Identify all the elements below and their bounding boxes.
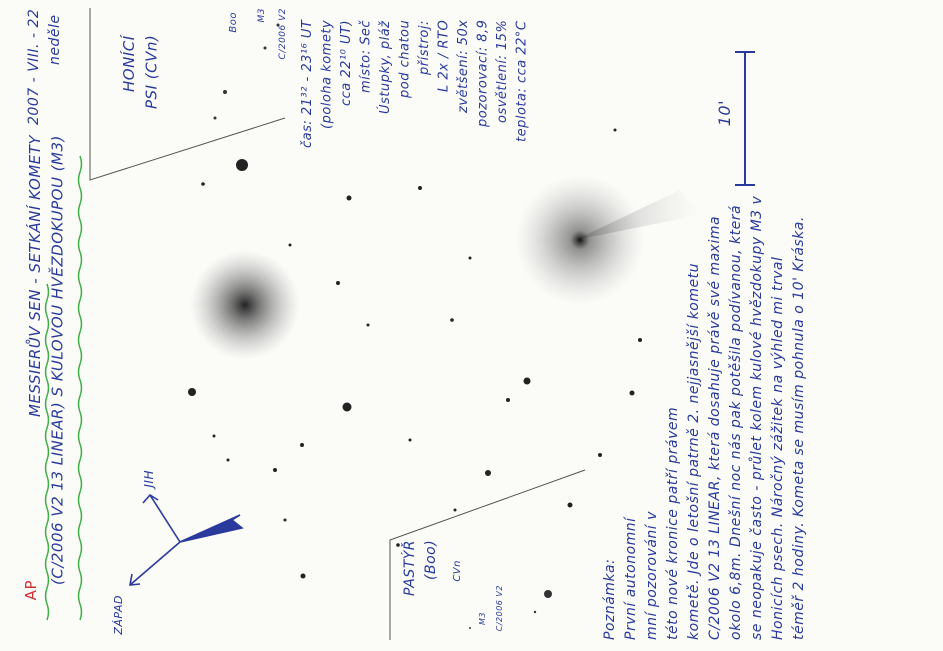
detail-line: cca 22¹⁰ UT)	[339, 20, 354, 107]
detail-line: teplota: cca 22°C	[514, 20, 530, 142]
comet-coma	[515, 175, 645, 305]
note-line: se neopakuje často - průlet kolem kulové…	[749, 195, 765, 640]
title-block: MESSIERŮV SEN - SETKÁNÍ KOMETY (C/2006 V…	[24, 135, 69, 615]
label: C/2006 V2	[495, 585, 504, 632]
detail-line: zvětšení: 50x	[456, 20, 471, 114]
field-stars	[188, 128, 642, 579]
detail-line: (poloha komety	[319, 20, 335, 130]
note-line: téměř 2 hodiny. Kometa se musím pohnula …	[791, 216, 807, 640]
detail-line: L 2x / RTO	[436, 20, 452, 93]
scale-bar	[735, 51, 755, 186]
detail-line: Ústupky, pláž	[378, 20, 393, 114]
note-line: této nové kronice patří právem	[665, 406, 681, 640]
label: M3	[257, 8, 267, 23]
constellation: HONÍCÍ	[120, 35, 138, 92]
note-line: C/2006 V2 13 LINEAR, která dosahuje práv…	[707, 215, 723, 640]
note-line: První autonomní	[623, 517, 639, 640]
detail-line: pod chatou	[397, 20, 413, 99]
label: M3	[478, 612, 487, 625]
details: čas: 21³² - 23¹⁶ UT (poloha komety cca 22¹…	[298, 20, 532, 330]
cluster-m3	[190, 250, 300, 360]
note-line: Honicích psech. Náročný zážitek na výhle…	[770, 256, 786, 640]
detail-line: přístroj:	[417, 20, 432, 75]
note-line: mní pozorování v	[644, 511, 660, 640]
label: CVn	[452, 560, 463, 582]
note-line: kometě. Jde o letošní patrně 2. nejjasně…	[686, 263, 702, 640]
inset-stars	[213, 23, 552, 629]
weekday: neděle	[47, 15, 63, 66]
west: ZÁPAD	[112, 595, 125, 635]
detail-line: čas: 21³² - 23¹⁶ UT	[300, 20, 315, 149]
detail-line: osvětlení: 15%	[495, 20, 510, 124]
detail-line: pozorovací: 8,9	[475, 20, 491, 128]
label: C/2006 V2	[278, 8, 288, 60]
inset-frames	[89, 8, 586, 640]
south: JIH	[142, 470, 156, 488]
subtitle: (C/2006 V2 13 LINEAR) S KULOVOU HVĚZDOKU…	[48, 135, 67, 585]
inset-bottom-label: PASTÝŘ (Boo)	[400, 540, 442, 640]
inset-top-label: HONÍCÍ PSI (CVn)	[118, 35, 163, 145]
scale-label: 10'	[715, 100, 734, 127]
note-line: okolo 6,8m. Dnešní noc nás pak potěšila …	[728, 204, 744, 640]
date: 2007 - VIII. - 22	[26, 8, 42, 125]
note-label: Poznámka:	[602, 558, 618, 640]
date-block: 2007 - VIII. - 22 neděle	[24, 8, 66, 125]
green-underlines	[44, 155, 83, 621]
title: MESSIERŮV SEN - SETKÁNÍ KOMETY	[26, 135, 44, 418]
label: Boo	[228, 12, 239, 33]
compass	[129, 493, 244, 586]
note: Poznámka: První autonomní mní pozorování …	[600, 150, 810, 640]
detail-line: místo: Seč	[358, 20, 374, 94]
constellation: PASTÝŘ	[402, 540, 418, 597]
constellation: (Boo)	[423, 540, 439, 581]
constellation: PSI (CVn)	[142, 35, 161, 110]
